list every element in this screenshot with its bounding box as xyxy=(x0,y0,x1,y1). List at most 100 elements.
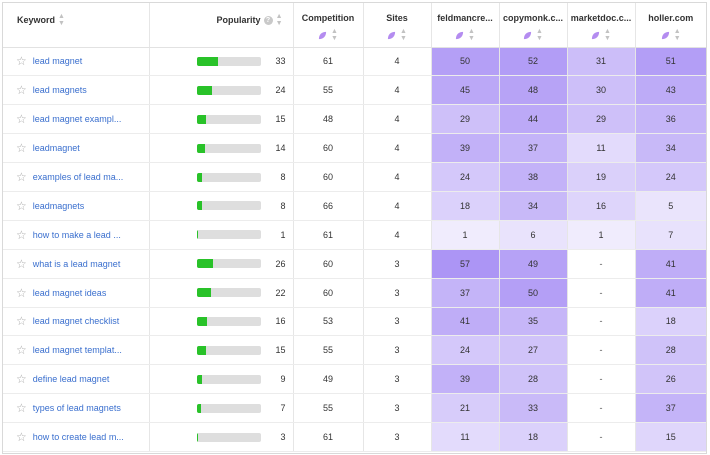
site-3-rank: - xyxy=(567,364,636,395)
site-4-rank: 5 xyxy=(635,191,706,221)
popularity-cell: 24 xyxy=(149,75,294,106)
keyword-link[interactable]: leadmagnet xyxy=(32,143,80,154)
star-icon[interactable]: ☆ xyxy=(16,372,27,387)
site-2-header-label: copymonk.c... xyxy=(502,13,564,23)
keyword-link[interactable]: how to create lead m... xyxy=(32,432,124,443)
table-row[interactable]: ☆ what is a lead magnet 26 60 3 57 49-41 xyxy=(3,249,706,279)
keyword-link[interactable]: lead magnet exampl... xyxy=(32,114,122,125)
keyword-link[interactable]: lead magnet ideas xyxy=(32,287,107,298)
keyword-cell: ☆ lead magnet exampl... xyxy=(3,104,150,135)
table-row[interactable]: ☆ leadmagnets 8 66 4 18 34 16 5 xyxy=(3,191,706,221)
sort-icon[interactable]: ▲ ▼ xyxy=(275,13,283,27)
table-row[interactable]: ☆ examples of lead ma... 8 60 4 24 38 19 24 xyxy=(3,162,706,192)
star-icon[interactable]: ☆ xyxy=(16,401,27,416)
keyword-link[interactable]: what is a lead magnet xyxy=(32,258,121,269)
site-4-rank: 36 xyxy=(635,104,706,135)
column-header-site-3[interactable]: marketdoc.c... ▲ ▼ xyxy=(567,3,636,48)
keyword-link[interactable]: lead magnet templat... xyxy=(32,345,122,356)
popularity-bar-fill xyxy=(196,172,202,182)
popularity-cell: 14 xyxy=(149,133,294,164)
column-header-competition[interactable]: Competition ▲ ▼ xyxy=(293,3,364,48)
keyword-link[interactable]: how to make a lead ... xyxy=(32,229,121,240)
column-header-site-4[interactable]: holler.com ▲ ▼ xyxy=(635,3,706,48)
table-row[interactable]: ☆ types of lead magnets 7 55 3 21 33-37 xyxy=(3,393,706,424)
star-icon[interactable]: ☆ xyxy=(16,141,27,156)
keyword-link[interactable]: lead magnets xyxy=(32,85,87,96)
keyword-link[interactable]: lead magnet checklist xyxy=(32,316,120,327)
table-row[interactable]: ☆ lead magnet exampl... 15 48 4 29 44 29 36 xyxy=(3,104,706,135)
keyword-link[interactable]: define lead magnet xyxy=(32,374,110,385)
sort-icon[interactable]: ▲ ▼ xyxy=(400,28,407,42)
sort-icon[interactable]: ▲ ▼ xyxy=(468,28,475,42)
keyword-cell: ☆ lead magnet ideas xyxy=(3,278,150,308)
keyword-cell: ☆ how to create lead m... xyxy=(3,422,150,452)
table-row[interactable]: ☆ lead magnet templat... 15 55 3 24 27-28 xyxy=(3,335,706,366)
popularity-cell: 16 xyxy=(149,307,294,337)
popularity-value: 33 xyxy=(275,56,286,67)
sites-value: 3 xyxy=(363,393,432,424)
site-1-rank: 45 xyxy=(431,75,500,106)
keyword-cell: ☆ examples of lead ma... xyxy=(3,162,150,192)
site-1-rank: 18 xyxy=(431,191,500,221)
star-icon[interactable]: ☆ xyxy=(16,430,27,445)
column-header-site-1[interactable]: feldmancre... ▲ ▼ xyxy=(431,3,500,48)
popularity-bar-fill xyxy=(196,259,214,269)
table-row[interactable]: ☆ lead magnets 24 55 4 45 48 30 43 xyxy=(3,75,706,106)
star-icon[interactable]: ☆ xyxy=(16,256,27,271)
site-3-rank: 1 xyxy=(567,220,636,250)
star-icon[interactable]: ☆ xyxy=(16,83,27,98)
table-row[interactable]: ☆ lead magnet 33 61 4 50 52 31 51 xyxy=(3,47,706,77)
site-4-rank: 24 xyxy=(635,162,706,192)
site-2-rank: 37 xyxy=(499,133,568,164)
popularity-header-label: Popularity xyxy=(216,15,261,25)
table-row[interactable]: ☆ define lead magnet 9 49 3 39 28-26 xyxy=(3,364,706,395)
site-2-rank: 50 xyxy=(499,278,568,308)
keyword-link[interactable]: types of lead magnets xyxy=(32,403,121,414)
site-2-rank: 34 xyxy=(499,191,568,221)
star-icon[interactable]: ☆ xyxy=(16,112,27,127)
popularity-bar xyxy=(196,432,261,442)
sort-icon[interactable]: ▲ ▼ xyxy=(604,28,611,42)
star-icon[interactable]: ☆ xyxy=(16,314,27,329)
star-icon[interactable]: ☆ xyxy=(16,198,27,213)
table-row[interactable]: ☆ how to make a lead ... 1 61 4 1 6 1 7 xyxy=(3,220,706,250)
column-header-keyword[interactable]: Keyword ▲ ▼ xyxy=(3,3,150,48)
site-3-rank: 31 xyxy=(567,47,636,77)
site-2-rank: 27 xyxy=(499,335,568,366)
table-row[interactable]: ☆ leadmagnet 14 60 4 39 37 11 34 xyxy=(3,133,706,164)
sort-icon[interactable]: ▲ ▼ xyxy=(673,28,681,42)
keyword-link[interactable]: examples of lead ma... xyxy=(32,172,124,182)
table-row[interactable]: ☆ lead magnet ideas 22 60 3 37 50-41 xyxy=(3,278,706,308)
column-header-sites[interactable]: Sites ▲ ▼ xyxy=(363,3,432,48)
star-icon[interactable]: ☆ xyxy=(16,170,27,184)
popularity-bar xyxy=(196,345,261,355)
popularity-value: 8 xyxy=(280,172,286,182)
popularity-bar xyxy=(196,114,261,124)
star-icon[interactable]: ☆ xyxy=(16,227,27,242)
competition-value: 55 xyxy=(293,75,364,106)
competition-value: 61 xyxy=(293,220,364,250)
column-header-popularity[interactable]: Popularity ? ▲ ▼ xyxy=(149,3,294,48)
popularity-value: 15 xyxy=(275,114,286,125)
star-icon[interactable]: ☆ xyxy=(16,54,27,69)
star-icon[interactable]: ☆ xyxy=(16,343,27,358)
sites-header-label: Sites xyxy=(386,13,408,23)
star-icon[interactable]: ☆ xyxy=(16,285,27,300)
popularity-value: 24 xyxy=(275,85,286,96)
popularity-bar xyxy=(196,85,261,95)
popularity-bar-fill xyxy=(196,114,207,124)
keyword-link[interactable]: leadmagnets xyxy=(32,200,85,211)
sort-icon[interactable]: ▲ ▼ xyxy=(331,28,338,42)
column-header-site-2[interactable]: copymonk.c... ▲ ▼ xyxy=(499,3,568,48)
sort-icon[interactable]: ▲ ▼ xyxy=(536,28,543,42)
popularity-bar-fill xyxy=(196,374,203,384)
popularity-bar-fill xyxy=(196,201,202,211)
sort-icon[interactable]: ▲ ▼ xyxy=(58,13,65,27)
popularity-cell: 22 xyxy=(149,278,294,308)
table-row[interactable]: ☆ lead magnet checklist 16 53 3 41 35-18 xyxy=(3,307,706,337)
help-icon[interactable]: ? xyxy=(263,15,273,25)
site-4-rank: 7 xyxy=(635,220,706,250)
keyword-link[interactable]: lead magnet xyxy=(32,56,83,67)
sites-value: 4 xyxy=(363,75,432,106)
table-row[interactable]: ☆ how to create lead m... 3 61 3 11 18-15 xyxy=(3,422,706,452)
